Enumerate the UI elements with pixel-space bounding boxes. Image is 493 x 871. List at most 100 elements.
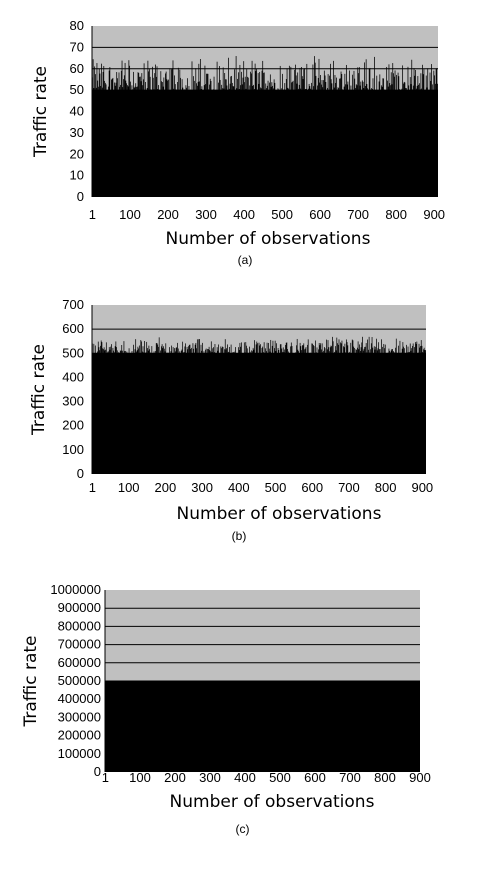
bar xyxy=(210,341,212,474)
bar xyxy=(255,344,257,474)
bar xyxy=(402,65,404,197)
bar xyxy=(399,89,400,197)
bar xyxy=(225,79,226,197)
bar xyxy=(289,354,291,474)
bar xyxy=(108,70,110,197)
bar xyxy=(122,355,124,474)
bar xyxy=(209,78,211,197)
bar xyxy=(356,85,358,197)
x-tick-label: 500 xyxy=(271,207,293,222)
bar xyxy=(135,339,137,474)
bar xyxy=(224,73,226,197)
bar xyxy=(301,67,302,198)
bar xyxy=(292,352,294,474)
bar xyxy=(130,352,132,474)
bar xyxy=(385,353,387,474)
chart-caption: (c) xyxy=(236,822,250,836)
x-tick-label: 800 xyxy=(374,770,396,785)
bar xyxy=(432,90,434,197)
bar xyxy=(315,352,317,474)
x-tick-label: 1 xyxy=(89,480,96,495)
y-axis-title: Traffic rate xyxy=(21,635,41,727)
bar xyxy=(207,348,208,474)
bar xyxy=(290,66,292,197)
bar xyxy=(403,83,404,197)
bar xyxy=(159,99,161,197)
bar xyxy=(215,355,217,474)
bar xyxy=(189,91,191,197)
bar xyxy=(263,352,264,474)
bar xyxy=(314,352,316,474)
bar xyxy=(424,92,426,197)
bar xyxy=(133,353,135,474)
bar xyxy=(155,343,157,474)
bar xyxy=(364,62,365,197)
bar xyxy=(177,82,178,197)
bar xyxy=(385,94,387,197)
bar xyxy=(339,78,341,197)
bar xyxy=(415,343,417,474)
bar xyxy=(318,342,320,474)
bar xyxy=(412,85,414,197)
bar xyxy=(336,337,338,474)
bar xyxy=(293,353,294,474)
bar xyxy=(148,345,150,474)
bar xyxy=(371,89,373,197)
bar xyxy=(121,345,123,474)
bar xyxy=(166,79,168,197)
bar xyxy=(141,351,143,474)
bar xyxy=(197,352,199,474)
bar xyxy=(243,61,245,197)
bar xyxy=(342,91,344,197)
bar xyxy=(393,76,395,197)
bar xyxy=(131,85,133,197)
bar xyxy=(107,86,109,197)
bar xyxy=(199,353,201,474)
bar xyxy=(362,336,363,474)
bar xyxy=(223,355,225,474)
bar xyxy=(421,345,423,474)
bar xyxy=(92,354,94,474)
bar xyxy=(431,84,433,197)
bar xyxy=(140,340,142,474)
bar xyxy=(260,344,261,474)
bar xyxy=(241,342,242,474)
bar xyxy=(107,351,109,474)
bar xyxy=(170,351,172,474)
bar xyxy=(198,63,200,197)
bar xyxy=(105,342,107,474)
bar xyxy=(139,76,141,197)
bar xyxy=(365,59,367,198)
bar xyxy=(242,77,244,197)
bar xyxy=(390,352,391,474)
bar xyxy=(259,71,261,197)
bar xyxy=(306,63,308,197)
bar xyxy=(163,348,165,474)
y-tick-label: 900000 xyxy=(58,600,101,615)
bar xyxy=(357,67,359,197)
bar xyxy=(145,352,147,474)
bar xyxy=(288,353,290,474)
bar xyxy=(156,342,158,474)
bar xyxy=(249,85,251,197)
bar xyxy=(160,350,162,474)
bar xyxy=(296,345,297,474)
bar xyxy=(245,88,247,197)
bar xyxy=(261,348,263,474)
bar xyxy=(434,75,435,197)
bar xyxy=(102,71,104,197)
bar xyxy=(375,89,377,197)
bar xyxy=(374,349,376,474)
bar xyxy=(326,349,328,474)
bar xyxy=(280,89,282,197)
bar xyxy=(170,90,172,197)
bar xyxy=(247,77,249,197)
bar xyxy=(269,351,271,474)
bar xyxy=(231,82,233,197)
bar xyxy=(362,350,364,474)
bar xyxy=(390,72,392,197)
bar xyxy=(219,79,221,197)
bar xyxy=(117,89,119,197)
bar xyxy=(290,346,291,474)
bar xyxy=(309,86,311,197)
